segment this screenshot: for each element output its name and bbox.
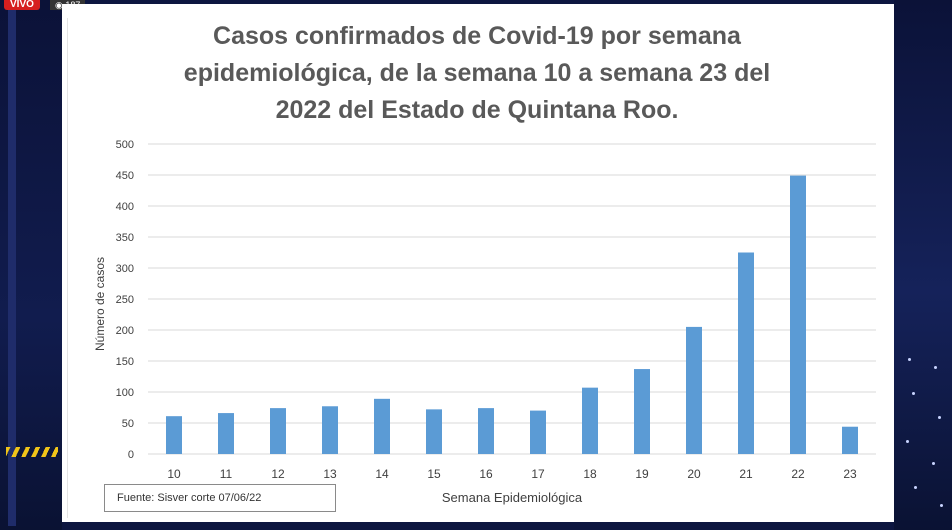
bar <box>166 416 182 454</box>
chart-title-line: epidemiológica, de la semana 10 a semana… <box>183 59 771 87</box>
bar-chart: 0 50 100 150 200 250 300 350 400 450 500 10 11 12 13 14… <box>93 139 876 481</box>
live-badge: VIVO <box>4 0 40 10</box>
bar <box>270 408 286 454</box>
bar <box>582 387 598 454</box>
star-dot <box>914 486 917 489</box>
bar <box>790 175 806 454</box>
x-axis-label: Semana Epidemiológica <box>441 490 583 505</box>
bar <box>530 410 546 454</box>
y-tick-label: 350 <box>116 232 134 244</box>
y-tick-label: 450 <box>116 170 134 182</box>
y-tick-label: 0 <box>128 449 134 461</box>
x-tick-label: 15 <box>427 467 441 481</box>
source-note: Fuente: Sisver corte 07/06/22 <box>104 484 336 512</box>
star-dot <box>940 504 943 507</box>
right-side-panel <box>894 0 952 530</box>
x-tick-label: 12 <box>271 467 285 481</box>
chart-slide: Casos confirmados de Covid-19 por semana… <box>62 4 894 522</box>
y-tick-label: 150 <box>116 356 134 368</box>
y-axis-label: Número de casos <box>93 257 107 351</box>
chart-title: Casos confirmados de Covid-19 por semana… <box>132 18 822 129</box>
x-tick-label: 21 <box>739 467 753 481</box>
x-tick-label: 11 <box>220 467 233 481</box>
y-tick-label: 300 <box>116 263 134 275</box>
y-tick-label: 200 <box>116 325 134 337</box>
hazard-stripes-decoration <box>6 447 58 457</box>
x-tick-label: 20 <box>687 467 701 481</box>
star-dot <box>906 440 909 443</box>
x-tick-label: 19 <box>635 467 649 481</box>
left-side-panel <box>0 0 62 530</box>
bar <box>686 326 702 454</box>
bar <box>322 406 338 454</box>
y-tick-label: 100 <box>116 387 134 399</box>
x-tick-label: 10 <box>167 467 181 481</box>
y-tick-label: 250 <box>116 294 134 306</box>
slide-margin-rule <box>67 18 68 518</box>
x-tick-label: 18 <box>583 467 597 481</box>
bar <box>426 409 442 454</box>
bar <box>634 369 650 454</box>
bar <box>218 413 234 454</box>
y-tick-label: 400 <box>116 201 134 213</box>
bar <box>738 252 754 454</box>
star-dot <box>912 392 915 395</box>
y-tick-label: 500 <box>116 139 134 151</box>
x-tick-label: 17 <box>531 467 545 481</box>
x-tick-label: 14 <box>375 467 389 481</box>
x-tick-label: 22 <box>791 467 805 481</box>
star-dot <box>908 358 911 361</box>
x-tick-label: 16 <box>479 467 493 481</box>
chart-title-line: Casos confirmados de Covid-19 por semana <box>213 22 741 50</box>
y-tick-label: 50 <box>122 418 134 430</box>
bar <box>374 398 390 454</box>
bar <box>842 426 858 454</box>
left-side-stripe <box>8 6 16 526</box>
star-dot <box>938 416 941 419</box>
star-dot <box>934 366 937 369</box>
chart-title-line: 2022 del Estado de Quintana Roo. <box>275 96 679 124</box>
x-tick-label: 23 <box>843 467 857 481</box>
x-tick-label: 13 <box>323 467 337 481</box>
bar <box>478 408 494 454</box>
star-dot <box>932 462 935 465</box>
